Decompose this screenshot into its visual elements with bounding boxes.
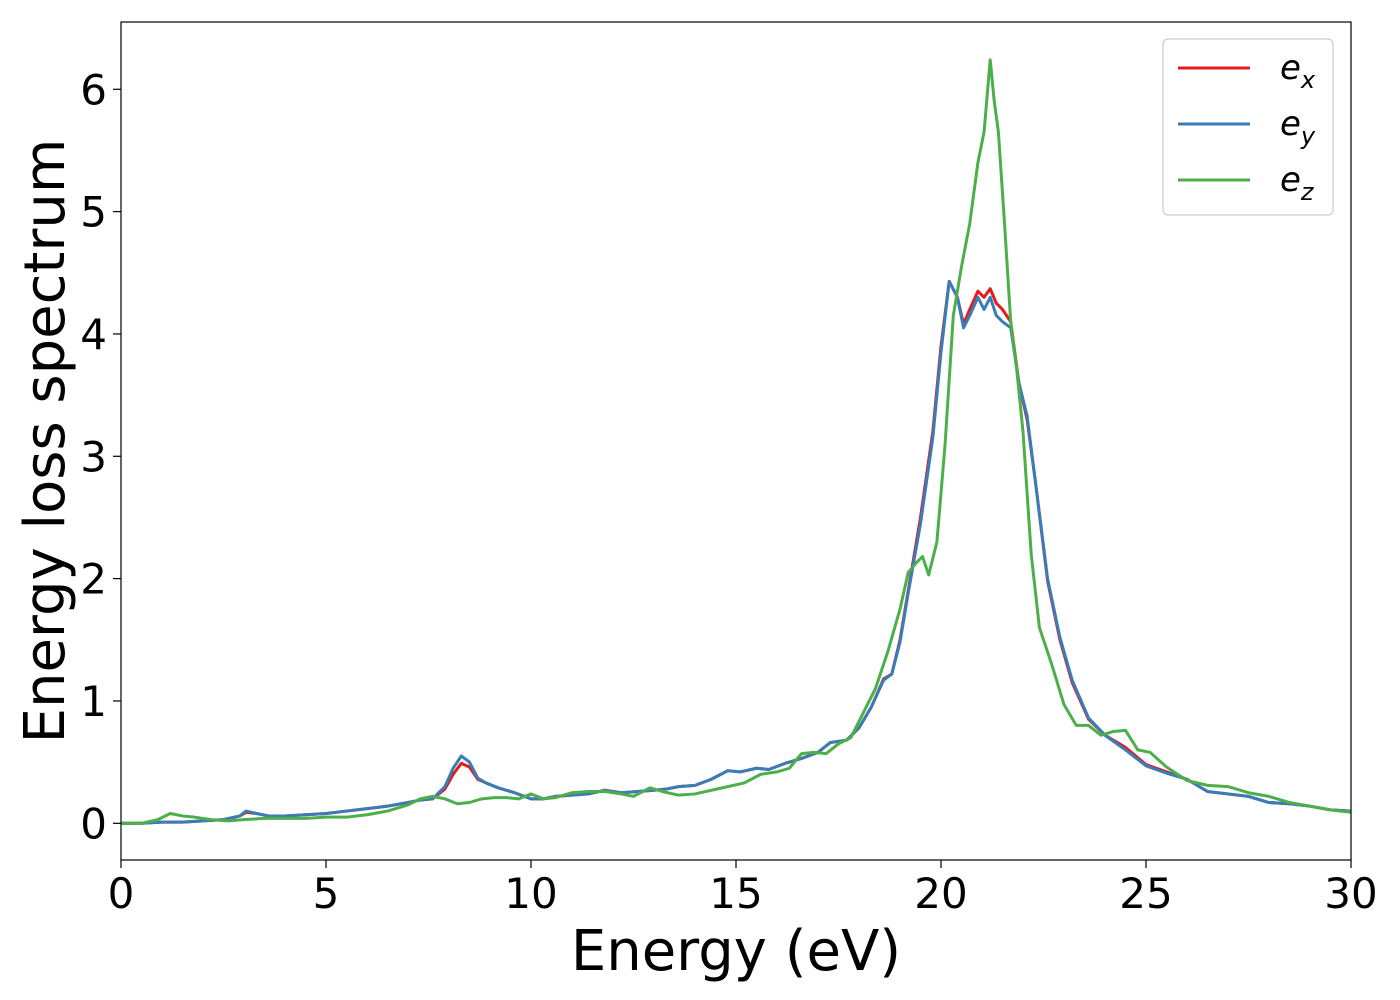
x-tick-label: 10 xyxy=(504,869,557,918)
legend-label-z: ez xyxy=(1280,160,1315,206)
x-tick-label: 15 xyxy=(709,869,762,918)
legend-label-y: ey xyxy=(1280,104,1316,150)
x-axis-title: Energy (eV) xyxy=(571,919,901,984)
y-axis-title: Energy loss spectrum xyxy=(13,139,78,744)
legend-label-base: e xyxy=(1280,160,1301,200)
plot-lines xyxy=(121,58,1351,825)
y-tick-label: 6 xyxy=(80,65,107,114)
series-line-z xyxy=(121,58,1351,825)
x-axis: 0 5 10 15 20 25 30 xyxy=(108,860,1378,918)
legend-label-subscript: y xyxy=(1300,122,1316,150)
y-tick-label: 1 xyxy=(80,677,107,726)
y-tick-label: 4 xyxy=(80,310,107,359)
x-tick-label: 20 xyxy=(914,869,967,918)
legend-label-subscript: x xyxy=(1300,66,1316,94)
y-axis: 0 1 2 3 4 5 6 xyxy=(80,65,121,848)
legend-label-base: e xyxy=(1280,104,1301,144)
y-tick-label: 3 xyxy=(80,432,107,481)
x-tick-label: 25 xyxy=(1119,869,1172,918)
y-tick-label: 0 xyxy=(80,799,107,848)
legend-label-base: e xyxy=(1280,48,1301,88)
x-tick-label: 30 xyxy=(1324,869,1377,918)
legend-label-subscript: z xyxy=(1300,178,1315,206)
y-tick-label: 5 xyxy=(80,188,107,237)
x-tick-label: 5 xyxy=(313,869,340,918)
legend-label-x: ex xyxy=(1280,48,1316,94)
series-line-y xyxy=(121,279,1351,825)
legend-box xyxy=(1162,38,1334,216)
x-tick-label: 0 xyxy=(108,869,135,918)
y-tick-label: 2 xyxy=(80,555,107,604)
